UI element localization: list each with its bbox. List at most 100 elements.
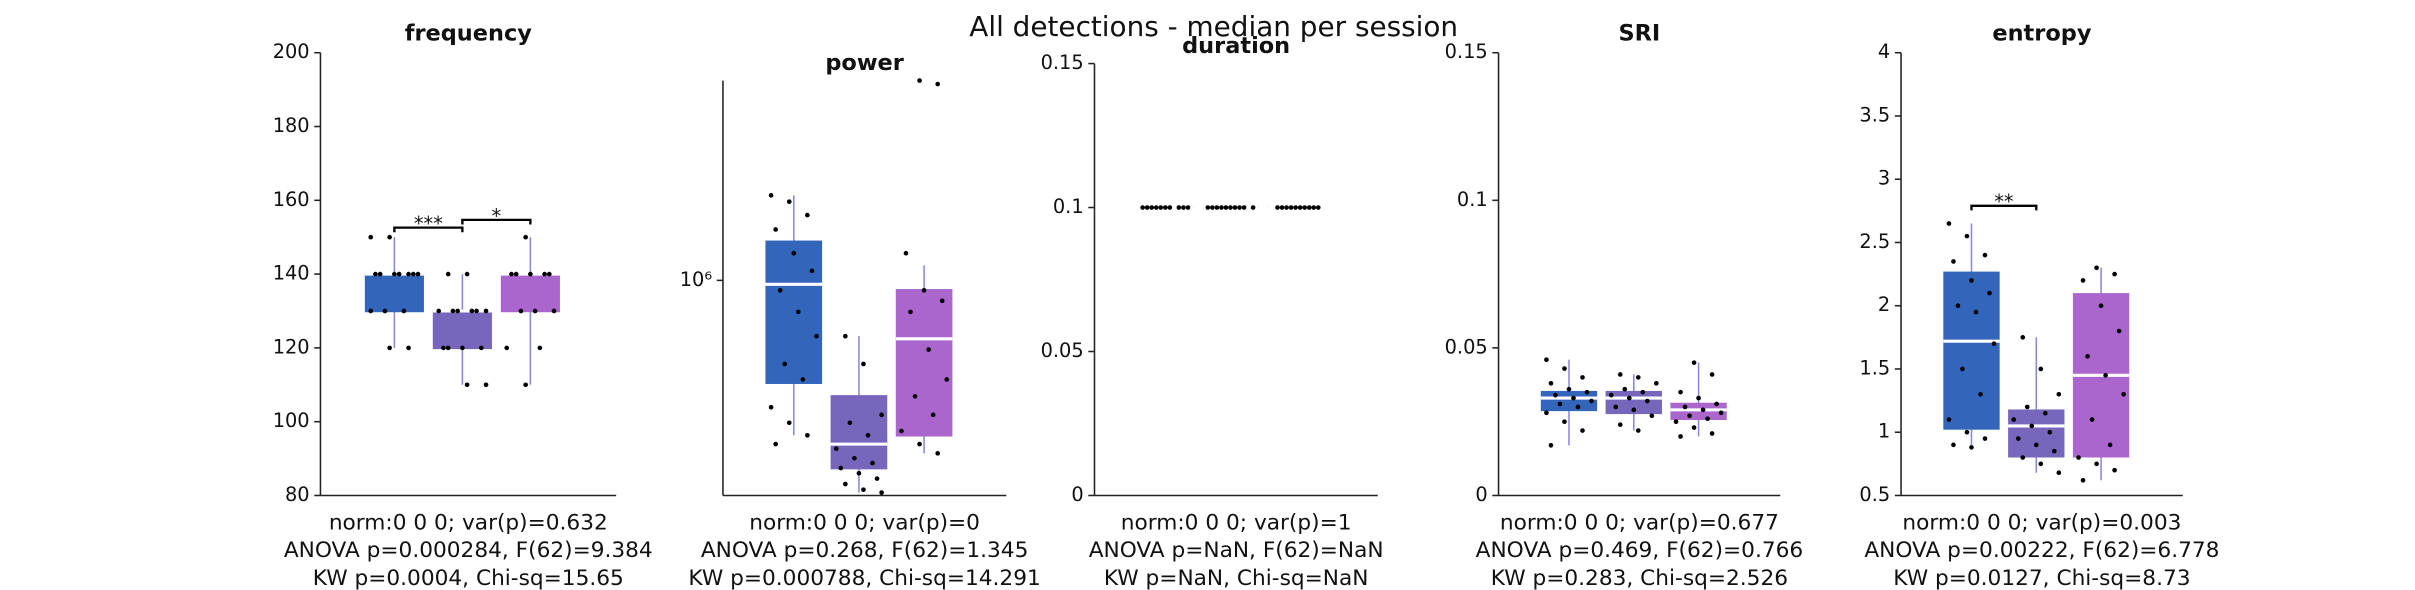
data-point [2038,366,2044,372]
data-point [939,298,945,304]
y-tick-label: 140 [273,262,310,285]
data-point [1678,389,1683,395]
y-tick-label: 1 [1878,420,1890,443]
data-point [1284,205,1289,210]
data-point [396,271,402,277]
data-point [2051,448,2057,454]
data-point [368,308,374,314]
data-point [899,428,904,434]
data-point [800,377,806,382]
data-point [879,412,884,418]
data-point [944,377,950,382]
data-point [1982,436,1988,441]
data-point [2094,265,2099,271]
data-point [387,345,392,351]
data-point [1176,205,1182,210]
data-point [509,271,514,277]
data-point [1566,386,1572,392]
data-point [392,271,397,277]
data-point [513,271,519,277]
data-point [1562,366,1567,371]
data-point [1140,205,1145,210]
y-tick-label: 200 [273,40,310,63]
stats-note: ANOVA p=NaN, F(62)=NaN [1089,538,1384,563]
data-point [773,441,778,447]
data-point [861,361,866,367]
data-point [805,432,810,438]
data-point [1306,205,1312,210]
data-point [1237,205,1242,210]
data-point [791,250,797,256]
data-point [1617,422,1623,427]
data-point [2076,455,2081,460]
stats-note: norm:0 0 0; var(p)=0 [749,510,980,535]
panel-title: frequency [405,21,533,47]
data-point [1548,442,1554,448]
data-point [1960,366,1965,372]
data-point [1709,372,1715,377]
y-tick-label: 120 [273,335,310,358]
data-point [1946,417,1952,422]
data-point [1219,205,1224,210]
y-tick-label: 10⁶ [680,268,713,291]
data-point [1571,395,1576,401]
data-point [382,308,388,314]
data-point [795,309,801,315]
data-point [1279,205,1285,210]
data-point [1691,425,1697,430]
data-point [1714,401,1719,407]
data-point [773,227,778,232]
data-point [1946,221,1952,226]
data-point [2116,328,2122,334]
data-point [786,420,792,426]
box [432,309,492,350]
stats-note: norm:0 0 0; var(p)=0.632 [329,510,608,535]
data-point [1589,398,1594,404]
data-point [856,470,862,476]
stats-note: ANOVA p=0.00222, F(62)=6.778 [1864,538,2219,563]
data-point [1297,205,1303,210]
data-point [469,308,475,314]
data-point [2011,417,2017,422]
box [364,272,424,313]
data-point [1158,205,1164,210]
panel-title: duration [1182,33,1290,59]
data-point [2107,442,2113,448]
data-point [483,308,489,314]
stats-note: ANOVA p=0.000284, F(62)=9.384 [284,538,653,563]
box [895,289,953,437]
y-tick-label: 2 [1878,293,1890,316]
y-tick-label: 100 [273,409,310,432]
data-point [2042,410,2048,416]
data-point [528,271,533,277]
data-point [861,487,866,493]
stats-note: KW p=0.0127, Chi-sq=8.73 [1893,566,2190,590]
data-point [1250,205,1256,210]
y-tick-label: 2.5 [1859,230,1890,253]
data-point [1969,278,1974,283]
panel-title: SRI [1619,21,1661,47]
data-point [474,308,479,314]
data-point [1653,380,1659,386]
significance-label: * [492,204,502,227]
data-point [1709,431,1715,436]
data-point [786,199,792,205]
data-point [464,271,470,277]
data-point [478,345,484,351]
data-point [2024,404,2030,410]
box [1540,390,1598,412]
data-point [903,250,909,256]
data-point [1214,205,1220,210]
data-point [2015,436,2021,441]
data-point [1544,357,1549,363]
data-point [1553,392,1558,398]
data-point [1205,205,1211,210]
data-point [921,287,927,293]
data-point [464,382,470,388]
data-point [1640,389,1646,395]
data-point [1613,404,1619,410]
data-point [1548,380,1554,386]
data-point [1955,303,1961,309]
data-point [2103,372,2108,378]
